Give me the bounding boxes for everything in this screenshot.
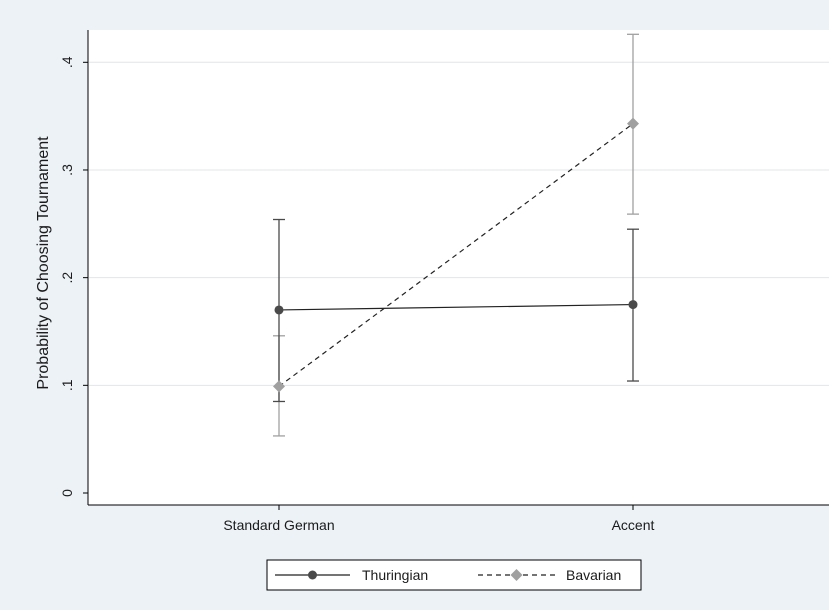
legend-label: Thuringian <box>362 567 428 583</box>
y-tick-label: .2 <box>59 272 75 284</box>
legend-entry-thuringian: Thuringian <box>275 567 428 583</box>
grid-lines <box>89 61 829 386</box>
series-line <box>278 123 634 387</box>
data-series <box>273 33 639 437</box>
y-tick-label: 0 <box>59 489 75 497</box>
y-tick-label: .1 <box>59 379 75 391</box>
x-tick-label: Accent <box>612 517 655 533</box>
series-thuringian-line <box>274 300 638 315</box>
legend-entry-bavarian: Bavarian <box>478 567 621 583</box>
legend-marker <box>510 569 523 581</box>
series-bavarian-line <box>273 117 639 393</box>
legend-marker <box>308 570 317 580</box>
series-line <box>278 303 634 311</box>
plot-area <box>88 30 829 505</box>
data-point <box>628 300 638 310</box>
axes: 0 .1 .2 .3 .4 Standard German Accent <box>59 30 829 533</box>
y-tick-label: .4 <box>59 56 75 68</box>
x-tick-label: Standard German <box>223 517 334 533</box>
y-tick-label: .3 <box>59 164 75 176</box>
data-point <box>627 117 639 130</box>
data-point <box>273 380 285 393</box>
y-axis-label: Probability of Choosing Tournament <box>35 136 52 390</box>
legend: Thuringian Bavarian <box>266 559 642 591</box>
legend-label: Bavarian <box>566 567 621 583</box>
data-point <box>274 305 284 315</box>
